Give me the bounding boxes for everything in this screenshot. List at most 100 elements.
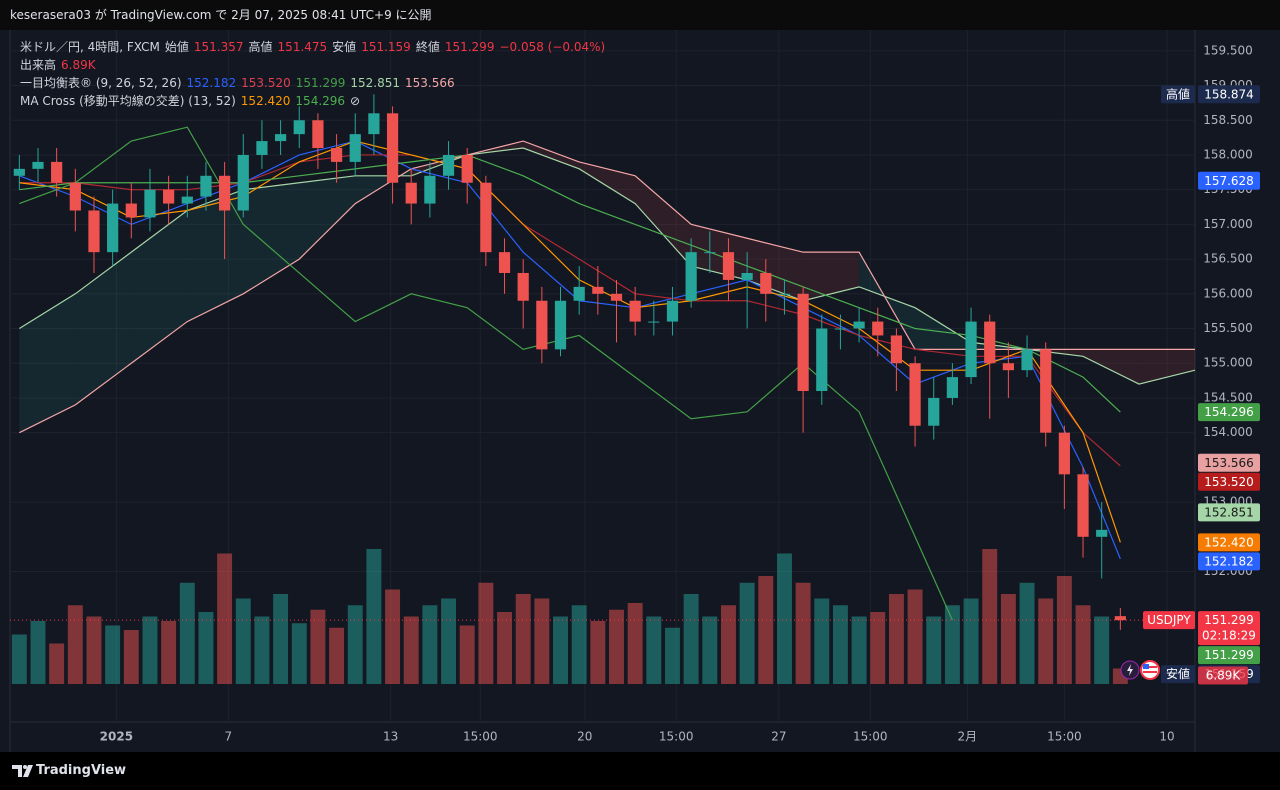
volume-bar [553, 616, 568, 684]
badge-tag-label: USDJPY [1147, 613, 1191, 627]
x-tick-label: 2月 [958, 730, 978, 744]
volume-bar [795, 582, 811, 684]
legend-item: 米ドル／円, 4時間, FXCM [20, 40, 160, 54]
candle-body [834, 328, 847, 330]
volume-bar [571, 605, 587, 684]
candle-body [368, 113, 380, 135]
cloud-segment [299, 175, 356, 260]
candle-body [1096, 529, 1108, 537]
candle-body [274, 134, 287, 142]
legend-row: MA Cross (移動平均線の交差) (13, 52) 152.420 154.2… [20, 92, 610, 110]
badge-tag-label: 高値 [1166, 86, 1190, 101]
x-tick-label: 27 [771, 730, 786, 744]
candle-body [442, 154, 455, 176]
candle-body [1002, 363, 1014, 371]
volume-bar [478, 582, 494, 684]
countdown: 02:18:29 [1202, 629, 1256, 643]
candle-body [163, 189, 175, 204]
legend-item: 安値 [332, 40, 357, 54]
price-badge [1198, 646, 1260, 665]
volume-bar [907, 589, 923, 684]
candle-body [685, 252, 697, 301]
volume-bar [254, 616, 270, 684]
candle-body [778, 293, 791, 295]
legend-item: 終値 [415, 40, 440, 54]
icon [1143, 671, 1157, 673]
volume-bar [1056, 576, 1072, 684]
x-tick-label: 15:00 [853, 730, 888, 744]
x-tick-label: 15:00 [1047, 730, 1082, 744]
candle-body [984, 321, 996, 364]
candle-body [88, 210, 100, 253]
volume-bar [739, 582, 755, 684]
candle-body [629, 300, 641, 322]
x-tick-label: 15:00 [659, 730, 694, 744]
volume-bar [646, 616, 662, 684]
x-tick-label: 20 [577, 730, 592, 744]
candle-body [666, 300, 679, 322]
candle-body [498, 252, 511, 273]
legend-item: 151.159 [361, 40, 411, 54]
volume-bar [291, 623, 307, 684]
price-badge [1198, 453, 1260, 472]
price-badge-label: 157.628 [1204, 174, 1254, 188]
volume-bar [1075, 605, 1091, 684]
legend-item: 151.299 [444, 40, 495, 54]
volume-bar [441, 598, 457, 684]
logo [12, 765, 33, 777]
volume-bar [1038, 598, 1054, 684]
cloud-segment [1139, 349, 1195, 385]
x-tick-label: 2025 [100, 730, 133, 744]
candle-body [517, 272, 529, 301]
candle-body [965, 321, 977, 378]
price-badge [1198, 611, 1260, 646]
y-tick-label: 155.000 [1203, 356, 1253, 370]
legend-item: ⊘ [350, 94, 361, 108]
candle-body [610, 293, 623, 301]
volume-bar [534, 598, 550, 684]
candle-body [256, 141, 268, 155]
x-tick-label: 15:00 [463, 730, 498, 744]
price-badge [1198, 171, 1260, 190]
indicator-line [19, 126, 953, 621]
candle-body [1040, 349, 1052, 433]
cloud-segment [187, 189, 244, 322]
volume-bar [1019, 582, 1035, 684]
volume-bar [926, 616, 942, 684]
cloud-segment [635, 175, 692, 267]
candle-body [928, 397, 940, 426]
candle-body [386, 113, 399, 183]
y-tick-label: 154.500 [1203, 390, 1253, 404]
volume-bar [123, 630, 139, 684]
icon [1140, 660, 1160, 680]
candle-body [405, 182, 417, 204]
volume-bar [273, 594, 289, 684]
cloud-segment [747, 238, 804, 301]
volume-bar [497, 612, 512, 684]
candle-body [741, 272, 753, 280]
candle-body [13, 168, 25, 176]
candle-body [125, 203, 137, 218]
header: keserasera03 が TradingView.com で 2月 07, … [0, 0, 1280, 30]
legend-row: 出来高 6.89K [20, 56, 610, 74]
candle-body [1021, 349, 1033, 371]
cloud-segment [1083, 349, 1140, 385]
candle-body [107, 203, 119, 253]
candle-body [480, 182, 492, 253]
volume-bar [459, 625, 475, 684]
volume-bar [776, 553, 792, 684]
candle-body [704, 252, 716, 254]
x-tick-label: 10 [1159, 730, 1174, 744]
candle-body [312, 120, 324, 149]
volume-bar [161, 621, 177, 684]
volume-bar [422, 605, 438, 684]
volume-bar [982, 549, 998, 684]
badge-tag [1161, 665, 1195, 684]
price-badge-label: 152.182 [1204, 554, 1254, 568]
volume-bar [347, 605, 363, 684]
price-badge-label: 158.874 [1204, 87, 1254, 101]
volume-bar [944, 605, 960, 684]
cloud-segment [75, 252, 132, 405]
